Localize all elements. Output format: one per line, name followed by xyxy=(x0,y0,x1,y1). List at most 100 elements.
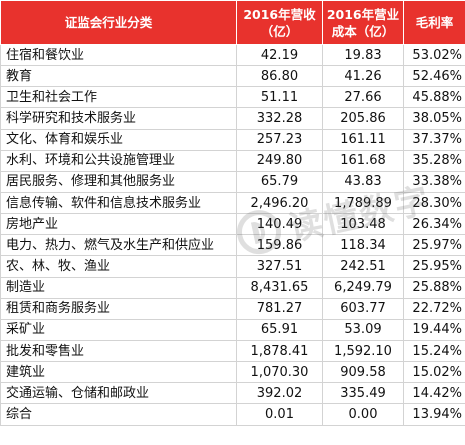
cell-margin: 25.88% xyxy=(403,276,465,299)
cell-cost: 161.68 xyxy=(322,149,404,172)
cell-category: 居民服务、修理和其他服务业 xyxy=(0,170,237,193)
header-cost-line2: 成本（亿） xyxy=(331,23,395,39)
cell-revenue: 8,431.65 xyxy=(236,276,323,299)
cell-category: 教育 xyxy=(0,65,237,88)
cell-margin: 52.46% xyxy=(403,65,465,88)
table-row: 建筑业 1,070.30 909.58 15.02% xyxy=(0,361,465,384)
cell-category: 采矿业 xyxy=(0,318,237,341)
cell-revenue: 140.49 xyxy=(236,213,323,236)
cell-margin: 22.72% xyxy=(403,297,465,320)
cell-category: 建筑业 xyxy=(0,361,237,384)
cell-cost: 19.83 xyxy=(322,43,404,67)
cell-margin: 38.05% xyxy=(403,107,465,130)
cell-revenue: 257.23 xyxy=(236,128,323,151)
cell-cost: 1,789.89 xyxy=(322,191,404,215)
cell-margin: 13.94% xyxy=(403,403,465,426)
table-row: 电力、热力、燃气及水生产和供应业 159.86 118.34 25.97% xyxy=(0,234,465,257)
cell-margin: 19.44% xyxy=(403,318,465,341)
cell-margin: 53.02% xyxy=(403,43,465,67)
cell-category: 水利、环境和公共设施管理业 xyxy=(0,149,237,172)
table-row: 综合 0.01 0.00 13.94% xyxy=(0,403,465,426)
cell-category: 交通运输、仓储和邮政业 xyxy=(0,382,237,405)
cell-category: 文化、体育和娱乐业 xyxy=(0,128,237,151)
cell-cost: 41.26 xyxy=(322,65,404,88)
cell-revenue: 781.27 xyxy=(236,297,323,320)
cell-category: 批发和零售业 xyxy=(0,339,237,363)
cell-category: 电力、热力、燃气及水生产和供应业 xyxy=(0,234,237,257)
cell-revenue: 249.80 xyxy=(236,149,323,172)
header-revenue: 2016年营收 （亿） xyxy=(236,0,323,45)
industry-margin-table: 证监会行业分类 2016年营收 （亿） 2016年营业 成本（亿） 毛利率 住宿… xyxy=(0,0,465,426)
cell-category: 租赁和商务服务业 xyxy=(0,297,237,320)
table-body: 住宿和餐饮业 42.19 19.83 53.02% 教育 86.80 41.26 52.46%… xyxy=(0,43,465,426)
cell-revenue: 0.01 xyxy=(236,403,323,426)
cell-cost: 118.34 xyxy=(322,234,404,257)
header-revenue-line1: 2016年营收 xyxy=(243,6,316,22)
table-row: 文化、体育和娱乐业 257.23 161.11 37.37% xyxy=(0,128,465,151)
cell-revenue: 1,878.41 xyxy=(236,339,323,363)
cell-revenue: 42.19 xyxy=(236,43,323,67)
cell-revenue: 332.28 xyxy=(236,107,323,130)
cell-cost: 6,249.79 xyxy=(322,276,404,299)
cell-cost: 27.66 xyxy=(322,86,404,109)
cell-cost: 242.51 xyxy=(322,255,404,278)
table-row: 批发和零售业 1,878.41 1,592.10 15.24% xyxy=(0,339,465,363)
header-revenue-line2: （亿） xyxy=(260,23,299,39)
cell-category: 农、林、牧、渔业 xyxy=(0,255,237,278)
cell-revenue: 65.79 xyxy=(236,170,323,193)
table-header: 证监会行业分类 2016年营收 （亿） 2016年营业 成本（亿） 毛利率 xyxy=(0,0,465,45)
cell-cost: 0.00 xyxy=(322,403,404,426)
table-row: 住宿和餐饮业 42.19 19.83 53.02% xyxy=(0,43,465,67)
table-row: 房地产业 140.49 103.48 26.34% xyxy=(0,213,465,236)
cell-margin: 14.42% xyxy=(403,382,465,405)
table-row: 制造业 8,431.65 6,249.79 25.88% xyxy=(0,276,465,299)
cell-margin: 35.28% xyxy=(403,149,465,172)
cell-cost: 909.58 xyxy=(322,361,404,384)
cell-cost: 103.48 xyxy=(322,213,404,236)
cell-revenue: 51.11 xyxy=(236,86,323,109)
cell-revenue: 327.51 xyxy=(236,255,323,278)
cell-margin: 15.02% xyxy=(403,361,465,384)
cell-margin: 33.38% xyxy=(403,170,465,193)
cell-margin: 28.30% xyxy=(403,191,465,215)
table-row: 租赁和商务服务业 781.27 603.77 22.72% xyxy=(0,297,465,320)
table-row: 信息传输、软件和信息技术服务业 2,496.20 1,789.89 28.30% xyxy=(0,191,465,215)
table-row: 水利、环境和公共设施管理业 249.80 161.68 35.28% xyxy=(0,149,465,172)
table-row: 采矿业 65.91 53.09 19.44% xyxy=(0,318,465,341)
cell-category: 制造业 xyxy=(0,276,237,299)
cell-revenue: 392.02 xyxy=(236,382,323,405)
cell-margin: 45.88% xyxy=(403,86,465,109)
cell-category: 卫生和社会工作 xyxy=(0,86,237,109)
cell-category: 住宿和餐饮业 xyxy=(0,43,237,67)
cell-margin: 25.97% xyxy=(403,234,465,257)
table-row: 居民服务、修理和其他服务业 65.79 43.83 33.38% xyxy=(0,170,465,193)
table-row: 交通运输、仓储和邮政业 392.02 335.49 14.42% xyxy=(0,382,465,405)
cell-cost: 43.83 xyxy=(322,170,404,193)
cell-category: 信息传输、软件和信息技术服务业 xyxy=(0,191,237,215)
header-margin: 毛利率 xyxy=(403,0,465,45)
table-row: 教育 86.80 41.26 52.46% xyxy=(0,65,465,88)
table-row: 农、林、牧、渔业 327.51 242.51 25.95% xyxy=(0,255,465,278)
cell-category: 房地产业 xyxy=(0,213,237,236)
cell-cost: 161.11 xyxy=(322,128,404,151)
cell-margin: 26.34% xyxy=(403,213,465,236)
header-row: 证监会行业分类 2016年营收 （亿） 2016年营业 成本（亿） 毛利率 xyxy=(0,0,465,45)
cell-cost: 53.09 xyxy=(322,318,404,341)
header-category-label: 证监会行业分类 xyxy=(64,15,153,30)
cell-margin: 15.24% xyxy=(403,339,465,363)
cell-cost: 1,592.10 xyxy=(322,339,404,363)
cell-category: 综合 xyxy=(0,403,237,426)
cell-revenue: 159.86 xyxy=(236,234,323,257)
cell-margin: 37.37% xyxy=(403,128,465,151)
cell-margin: 25.95% xyxy=(403,255,465,278)
cell-revenue: 65.91 xyxy=(236,318,323,341)
cell-cost: 205.86 xyxy=(322,107,404,130)
header-cost: 2016年营业 成本（亿） xyxy=(322,0,404,45)
table-row: 科学研究和技术服务业 332.28 205.86 38.05% xyxy=(0,107,465,130)
cell-category: 科学研究和技术服务业 xyxy=(0,107,237,130)
cell-cost: 335.49 xyxy=(322,382,404,405)
cell-revenue: 1,070.30 xyxy=(236,361,323,384)
header-cost-line1: 2016年营业 xyxy=(326,6,400,22)
header-category: 证监会行业分类 xyxy=(0,0,237,45)
cell-revenue: 86.80 xyxy=(236,65,323,88)
